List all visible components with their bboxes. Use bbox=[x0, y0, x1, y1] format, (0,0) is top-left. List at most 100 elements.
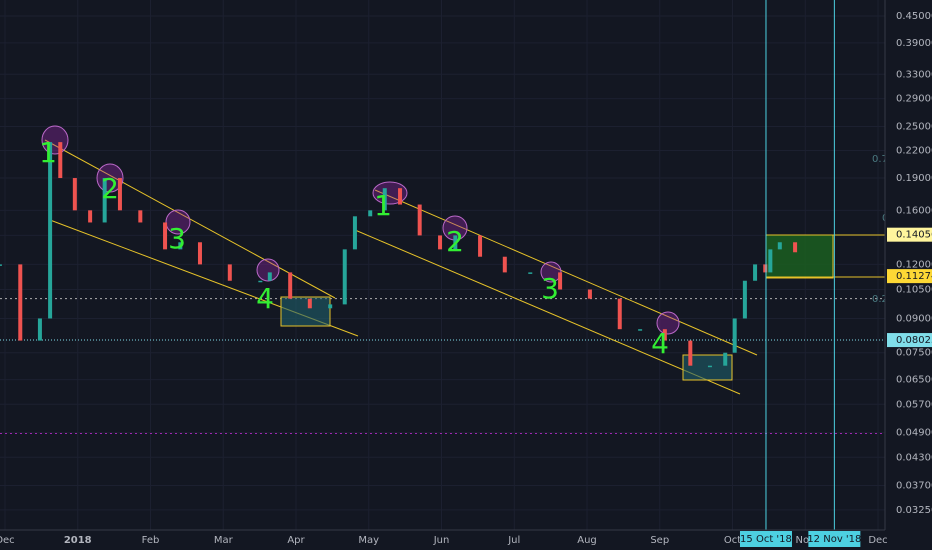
price-tag bbox=[887, 269, 932, 284]
candle bbox=[617, 298, 622, 330]
candle bbox=[688, 340, 693, 366]
candle bbox=[793, 242, 798, 253]
wave-circle bbox=[256, 258, 280, 282]
x-tick-label: Mar bbox=[214, 535, 234, 546]
wave-label: 3 bbox=[541, 272, 559, 305]
candle bbox=[777, 242, 782, 250]
candle bbox=[342, 249, 347, 305]
candle bbox=[288, 272, 293, 299]
price-tag-label: 0.11274 bbox=[896, 271, 932, 282]
x-tick-label: Jun bbox=[433, 535, 450, 546]
marker-label: 12 Nov '18 bbox=[807, 534, 861, 545]
x-tick-label: Nov bbox=[795, 535, 815, 546]
marker-tag bbox=[808, 531, 861, 547]
x-tick-label: Jul bbox=[507, 535, 520, 546]
wave-circle bbox=[165, 209, 191, 235]
x-tick-label: May bbox=[358, 535, 379, 546]
wave-circles bbox=[41, 125, 680, 335]
price-axis bbox=[885, 0, 932, 530]
marker-label: 15 Oct '18 bbox=[740, 534, 792, 545]
candle bbox=[753, 264, 758, 281]
candle bbox=[267, 272, 272, 281]
range-box bbox=[280, 296, 331, 327]
candle bbox=[587, 289, 592, 299]
candle bbox=[48, 142, 53, 319]
x-tick-label: Aug bbox=[577, 535, 597, 546]
candle bbox=[352, 216, 357, 250]
candle bbox=[502, 256, 507, 273]
candle bbox=[382, 188, 387, 211]
wave-label: 2 bbox=[446, 225, 464, 258]
x-tick-label: Dec bbox=[868, 535, 887, 546]
x-tick-label: 2018 bbox=[64, 535, 92, 546]
candle bbox=[178, 242, 183, 250]
candle bbox=[328, 304, 333, 309]
price-tag-label: 0.08023 bbox=[896, 335, 932, 346]
candle bbox=[58, 142, 63, 179]
channel-line bbox=[354, 229, 741, 395]
candle bbox=[398, 188, 403, 205]
y-tick-label: 0.03250 bbox=[896, 505, 932, 516]
grid bbox=[0, 0, 885, 530]
channel-line bbox=[374, 189, 758, 356]
candle bbox=[102, 178, 107, 223]
candle bbox=[768, 249, 773, 273]
x-tick-label: Feb bbox=[142, 535, 160, 546]
candle bbox=[732, 318, 737, 353]
x-tick-label: Sep bbox=[650, 535, 669, 546]
candle bbox=[163, 222, 168, 250]
candle bbox=[227, 264, 232, 281]
candle bbox=[763, 264, 768, 273]
candle bbox=[117, 178, 122, 211]
candle bbox=[368, 210, 373, 217]
price-tag bbox=[887, 227, 932, 242]
wave-circle bbox=[540, 261, 562, 283]
candle bbox=[528, 272, 533, 274]
candle bbox=[478, 235, 483, 257]
x-tick-label: Oct bbox=[724, 535, 741, 546]
candle bbox=[37, 318, 42, 341]
x-tick-label: Dec bbox=[0, 535, 15, 546]
candle bbox=[88, 210, 93, 223]
wave-label: 2 bbox=[101, 172, 119, 205]
candle bbox=[662, 329, 667, 341]
fib-label: 0.23 bbox=[872, 294, 894, 305]
candle bbox=[18, 264, 23, 341]
wave-label: 3 bbox=[168, 222, 186, 255]
candle bbox=[638, 329, 643, 331]
candle bbox=[438, 235, 443, 250]
marker-tag bbox=[739, 531, 792, 547]
candle bbox=[453, 235, 458, 250]
fib-label: 0.78 bbox=[872, 154, 894, 165]
candle bbox=[197, 242, 202, 265]
wave-label: 4 bbox=[651, 327, 669, 360]
drawings bbox=[41, 125, 887, 395]
candle bbox=[417, 204, 422, 236]
target-box bbox=[765, 234, 834, 279]
candle bbox=[307, 298, 312, 309]
price-tag-label: 0.14056 bbox=[896, 230, 932, 241]
wave-label: 4 bbox=[256, 282, 274, 315]
wave-labels: 1 2 3 4 1 2 3 4 bbox=[39, 136, 669, 360]
price-tag bbox=[887, 333, 932, 348]
candles bbox=[0, 0, 835, 530]
candle bbox=[558, 272, 563, 290]
time-axis bbox=[0, 530, 932, 550]
